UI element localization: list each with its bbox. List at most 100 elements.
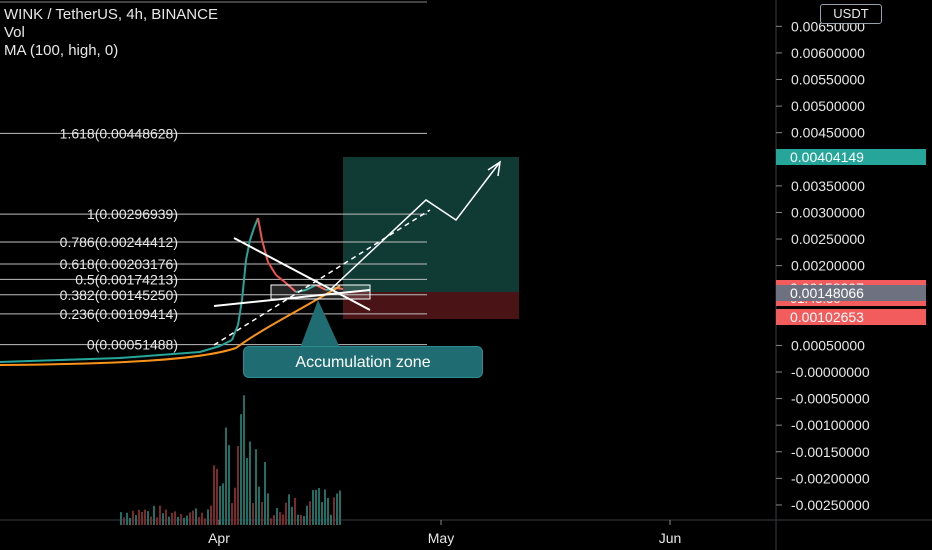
volume-bar <box>300 514 302 525</box>
volume-bar <box>177 516 179 525</box>
volume-bar <box>150 516 152 525</box>
profit-zone <box>343 157 519 292</box>
volume-bar <box>123 517 125 525</box>
stop-price-tag: 0.00102653 <box>776 309 926 326</box>
volume-bar <box>291 506 293 525</box>
volume-bar <box>333 497 335 525</box>
fib-label: 1.618(0.00448628) <box>60 125 178 141</box>
price-tick-label: -0.00000000 <box>791 364 870 380</box>
price-tick-label: -0.00150000 <box>791 444 870 460</box>
price-candle <box>119 354 161 359</box>
volume-bar <box>258 486 260 525</box>
price-candle <box>267 261 277 276</box>
volume-bar <box>195 508 197 525</box>
price-tick-label: -0.00100000 <box>791 417 870 433</box>
volume-bar <box>324 489 326 525</box>
volume-bar <box>192 510 194 525</box>
volume-bar <box>276 508 278 525</box>
price-candle <box>0 359 61 363</box>
volume-bar <box>213 465 215 525</box>
volume-bar <box>156 517 158 525</box>
volume-bar <box>129 517 131 525</box>
chart-legend: WINK / TetherUS, 4h, BINANCE Vol MA (100… <box>4 6 218 60</box>
volume-bar <box>204 518 206 525</box>
moving-average-label[interactable]: MA (100, high, 0) <box>4 42 119 59</box>
volume-bar <box>159 505 161 525</box>
volume-bar <box>126 512 128 525</box>
entry-price-tag: 0.00148066 <box>776 285 926 302</box>
volume-indicator-label[interactable]: Vol <box>4 24 25 41</box>
volume-bar <box>312 490 314 525</box>
currency-selector[interactable]: USDT <box>820 4 882 24</box>
fib-label: 0(0.00051488) <box>87 337 178 353</box>
volume-bar <box>186 515 188 525</box>
fib-label: 1(0.00296939) <box>87 206 178 222</box>
price-tick-label: 0.00450000 <box>791 125 865 141</box>
volume-bar <box>207 509 209 525</box>
price-candle <box>261 239 269 263</box>
volume-bar <box>297 514 299 525</box>
volume-bar <box>144 509 146 525</box>
volume-bar <box>153 505 155 525</box>
volume-bar <box>306 505 308 525</box>
price-tick-label: -0.00200000 <box>791 470 870 486</box>
volume-bar <box>264 462 266 525</box>
price-candle <box>241 259 247 301</box>
support-trendline <box>213 289 371 307</box>
price-candle <box>245 239 251 261</box>
symbol-title[interactable]: WINK / TetherUS, 4h, BINANCE <box>4 6 218 23</box>
volume-bar <box>141 512 143 525</box>
price-candle <box>231 324 239 341</box>
price-candle <box>257 217 263 241</box>
price-tick-label: 0.00550000 <box>791 72 865 88</box>
price-tick-label: 0.00250000 <box>791 231 865 247</box>
volume-bar <box>267 493 269 525</box>
volume-bar <box>225 427 227 525</box>
fib-label: 0.618(0.00203176) <box>60 256 178 272</box>
volume-bar <box>309 501 311 525</box>
volume-bar <box>282 514 284 525</box>
volume-bar <box>189 512 191 525</box>
volume-bar <box>315 489 317 525</box>
volume-bar <box>168 516 170 525</box>
volume-bar <box>234 487 236 525</box>
price-candle <box>199 345 221 353</box>
volume-bar <box>174 511 176 525</box>
volume-bar <box>270 518 272 525</box>
volume-bar <box>330 514 332 525</box>
fib-label: 0.382(0.00145250) <box>60 287 178 303</box>
volume-bar <box>120 512 122 525</box>
fib-label: 0.236(0.00109414) <box>60 306 178 322</box>
volume-bar <box>138 509 140 525</box>
volume-bar <box>294 497 296 525</box>
volume-bar <box>285 502 287 525</box>
volume-bar <box>216 468 218 525</box>
volume-bar <box>303 516 305 525</box>
price-tick-label: 0.00500000 <box>791 98 865 114</box>
target-price-tag: 0.00404149 <box>776 149 926 166</box>
volume-bar <box>135 515 137 525</box>
volume-bar <box>222 483 224 525</box>
price-tick-label: 0.00050000 <box>791 337 865 353</box>
volume-bar <box>249 441 251 525</box>
volume-bar <box>255 449 257 525</box>
volume-bar <box>273 515 275 525</box>
accumulation-zone-callout[interactable]: Accumulation zone <box>243 346 483 378</box>
price-tick-label: 0.00600000 <box>791 45 865 61</box>
price-candle <box>315 284 327 291</box>
volume-bar <box>261 502 263 525</box>
price-tick-label: 0.00200000 <box>791 258 865 274</box>
volume-bar <box>219 486 221 525</box>
time-tick-label: May <box>428 530 454 546</box>
volume-bar <box>132 510 134 525</box>
price-tick-label: 0.00300000 <box>791 204 865 220</box>
price-tick-label: -0.00250000 <box>791 497 870 513</box>
moving-average-line <box>0 285 341 366</box>
volume-bar <box>252 503 254 525</box>
volume-bar <box>240 414 242 525</box>
volume-bar <box>339 490 341 525</box>
price-candle <box>59 357 121 361</box>
price-candle <box>305 284 317 291</box>
